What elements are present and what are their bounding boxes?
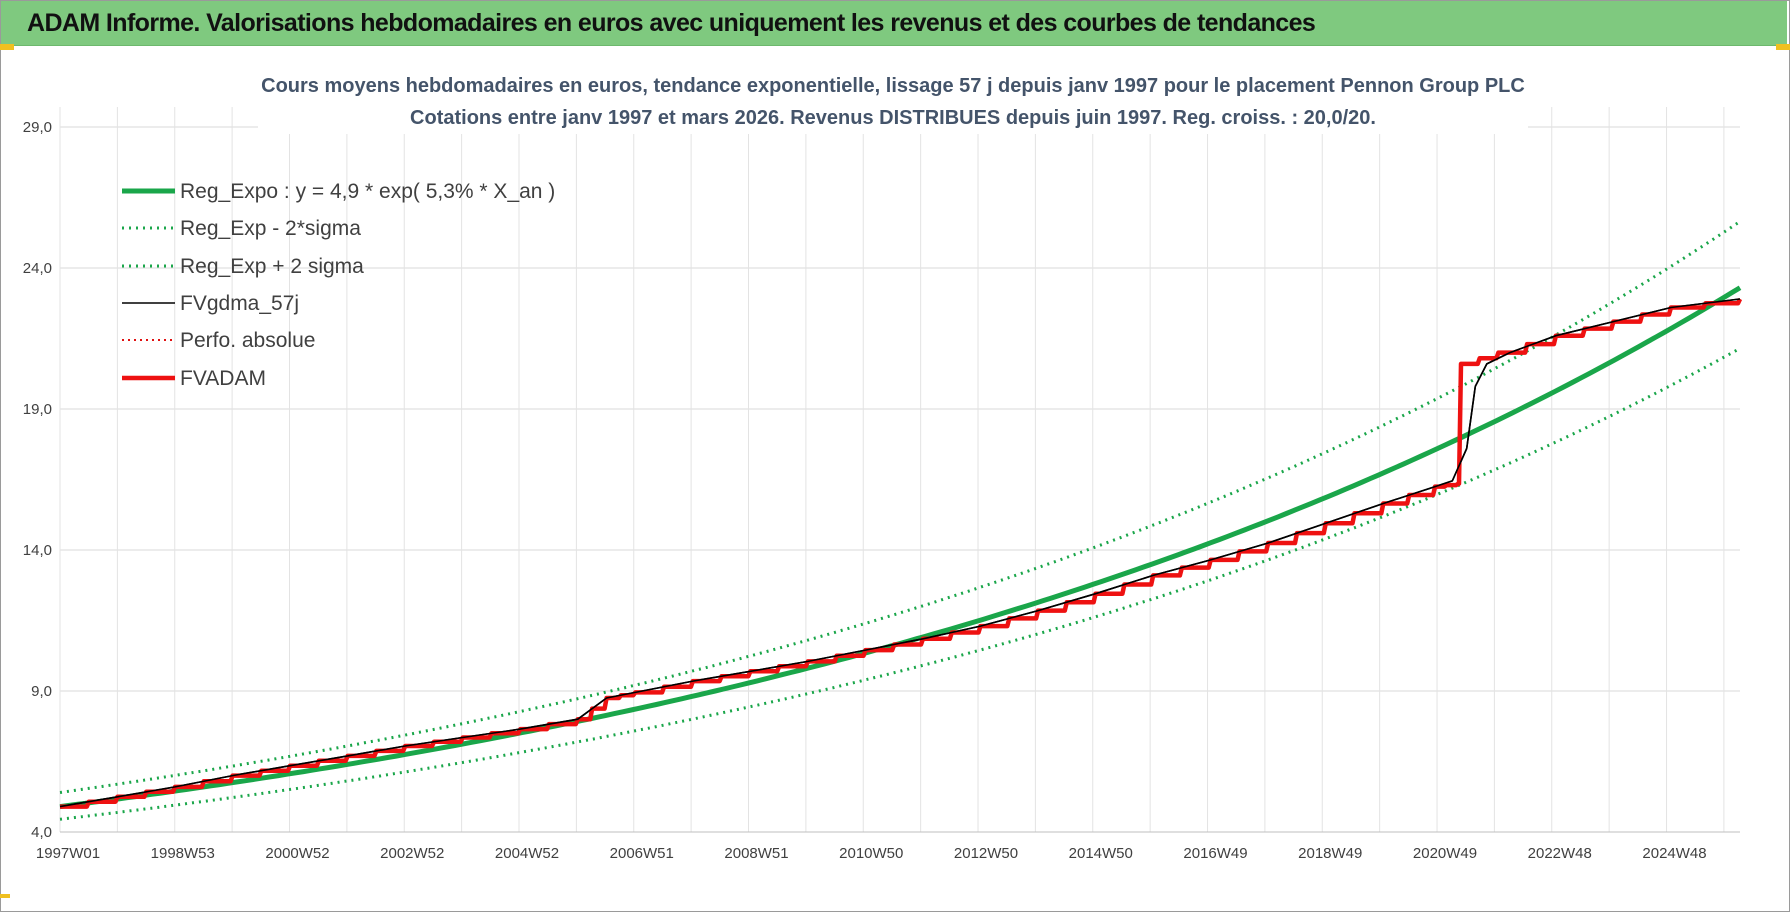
y-tick-label: 29,0	[23, 119, 52, 136]
fv-smoothed-line-overlay	[59, 298, 1741, 808]
fv-smoothed-line	[59, 298, 1741, 808]
axes: 4,0 9,0 14,0 19,0 24,0 29,0 1997W01 1998W53 2000…	[23, 119, 1740, 862]
y-tick-label: 9,0	[31, 683, 52, 700]
x-tick-label: 2000W52	[265, 845, 329, 862]
corner-marker	[0, 44, 14, 50]
corner-marker	[1776, 44, 1790, 50]
x-tick-label: 2004W52	[495, 845, 559, 862]
y-tick-label: 4,0	[31, 824, 52, 841]
fvadam-line	[60, 298, 1743, 809]
chart-title: Cours moyens hebdomadaires en euros, ten…	[261, 75, 1525, 97]
perf-absolute-line	[60, 298, 1741, 808]
legend-label: Reg_Exp + 2 sigma	[180, 255, 364, 278]
trend-upper-band	[59, 220, 1741, 794]
x-tick-label: 2024W48	[1642, 845, 1706, 862]
x-tick-label: 2014W50	[1069, 845, 1133, 862]
x-tick-label: 2018W49	[1298, 845, 1362, 862]
legend-label: FVgdma_57j	[180, 292, 299, 315]
x-tick-label: 2006W51	[610, 845, 674, 862]
legend-label: FVADAM	[180, 367, 266, 390]
x-tick-label: 1998W53	[151, 845, 215, 862]
legend-label: Perfo. absolue	[180, 329, 315, 352]
x-tick-label: 2002W52	[380, 845, 444, 862]
trend-lower-band	[59, 347, 1741, 821]
trend-line	[59, 285, 1742, 810]
legend-label: Reg_Exp - 2*sigma	[180, 217, 361, 240]
banner-title: ADAM Informe. Valorisations hebdomadaire…	[27, 9, 1316, 37]
legend: Reg_Expo : y = 4,9 * exp( 5,3% * X_an ) R…	[122, 180, 555, 390]
x-tick-label: 2008W51	[724, 845, 788, 862]
corner-marker	[0, 894, 10, 898]
x-tick-label: 2016W49	[1183, 845, 1247, 862]
report-banner: ADAM Informe. Valorisations hebdomadaire…	[1, 1, 1787, 46]
x-tick-label: 2012W50	[954, 845, 1018, 862]
chart-subtitle: Cotations entre janv 1997 et mars 2026. …	[410, 107, 1376, 129]
y-tick-label: 24,0	[23, 260, 52, 277]
x-tick-label: 2022W48	[1528, 845, 1592, 862]
x-tick-label: 2010W50	[839, 845, 903, 862]
x-tick-label: 2020W49	[1413, 845, 1477, 862]
title-background	[258, 70, 1528, 134]
legend-label: Reg_Expo : y = 4,9 * exp( 5,3% * X_an )	[180, 180, 555, 203]
series-group	[59, 220, 1743, 821]
y-tick-label: 19,0	[23, 401, 52, 418]
x-tick-label: 1997W01	[36, 845, 100, 862]
grid	[59, 107, 1740, 833]
y-tick-label: 14,0	[23, 542, 52, 559]
